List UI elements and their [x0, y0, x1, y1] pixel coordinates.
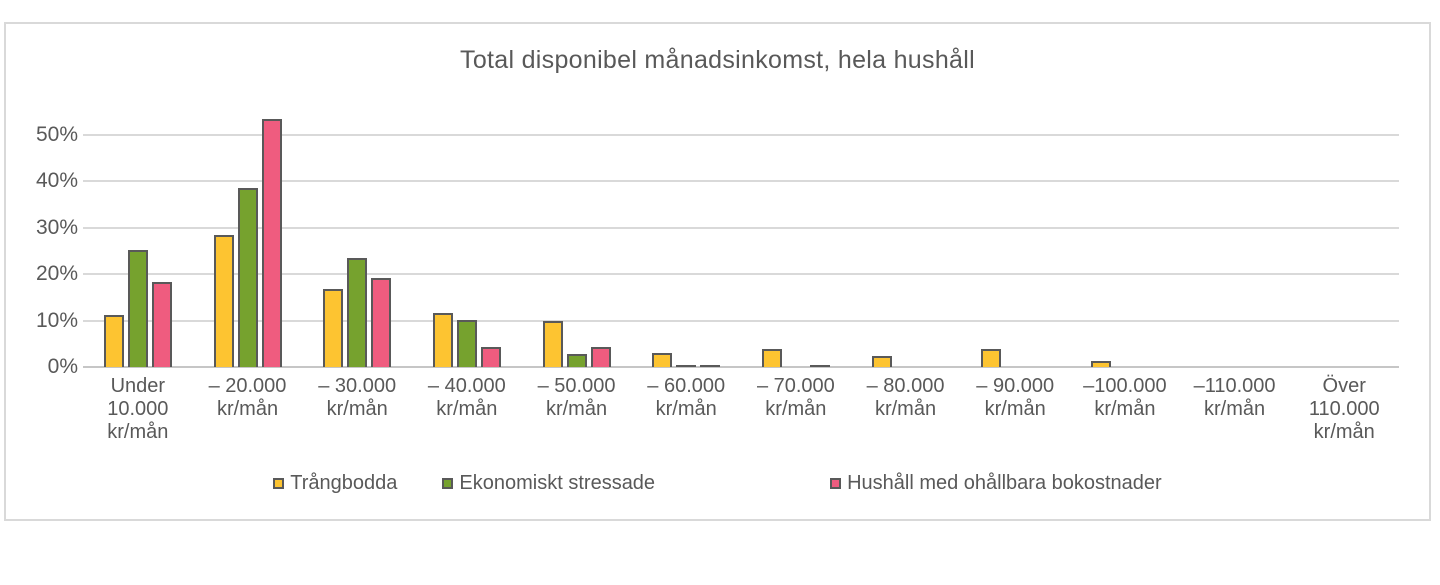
bar-series2-cat5: [700, 365, 721, 367]
bar-series1-cat2: [347, 258, 368, 367]
y-tick-label-40: 40%: [35, 169, 78, 193]
bar-series0-cat2: [323, 289, 344, 367]
y-tick-label-30: 30%: [35, 215, 78, 239]
x-axis-label-5: – 60.000 kr/mån: [647, 375, 726, 420]
bar-group-0: [83, 135, 193, 367]
y-tick-label-0: 0%: [47, 355, 78, 378]
bar-series0-cat1: [213, 235, 234, 367]
bar-group-2: [302, 135, 412, 367]
legend-label: Trångbodda: [290, 472, 398, 494]
chart-title: Total disponibel månadsinkomst, hela hus…: [460, 46, 975, 74]
y-tick-label-50: 50%: [35, 123, 78, 146]
bar-series0-cat0: [103, 315, 124, 367]
x-axis-labels: Under 10.000 kr/mån – 20.000 kr/mån – 30.000 k…: [83, 375, 1399, 444]
bar-group-6: [741, 135, 851, 367]
legend-item-2: Hushåll med ohållbara bokostnader: [830, 472, 1162, 495]
bar-series0-cat7: [871, 356, 892, 367]
legend: Trångbodda Ekonomiskt stressade Hushåll me…: [6, 472, 1429, 495]
bar-group-7: [851, 135, 961, 367]
x-axis-label-10: –110.000 kr/mån: [1193, 375, 1276, 420]
x-axis-line: [83, 366, 1399, 368]
x-axis-label-9: –100.000 kr/mån: [1083, 375, 1167, 420]
bar-series1-cat4: [566, 354, 587, 367]
bar-group-5: [631, 135, 741, 367]
legend-label: Ekonomiskt stressade: [459, 472, 656, 494]
bar-series0-cat8: [981, 349, 1002, 367]
bar-series2-cat4: [590, 347, 611, 367]
x-axis-label-7: – 80.000 kr/mån: [866, 375, 945, 420]
bar-group-1: [193, 119, 303, 367]
bar-series0-cat6: [761, 349, 782, 367]
x-axis-label-2: – 30.000 kr/mån: [318, 375, 397, 420]
y-tick-label-10: 10%: [35, 308, 78, 332]
x-axis-label-11: Över 110.000 kr/mån: [1308, 375, 1380, 443]
legend-item-1: Ekonomiskt stressade: [442, 472, 655, 495]
legend-item-0: Trångbodda: [273, 472, 397, 495]
bar-series2-cat3: [480, 347, 501, 367]
bar-group-3: [412, 135, 522, 367]
y-tick-label-20: 20%: [35, 262, 78, 286]
gridline-50: [83, 134, 1399, 136]
x-axis-label-3: – 40.000 kr/mån: [427, 375, 506, 420]
bar-series2-cat2: [371, 278, 392, 367]
bar-group-11: [1289, 135, 1399, 367]
bar-series1-cat1: [237, 188, 258, 367]
gridline-30: [83, 226, 1399, 229]
bar-series2-cat0: [151, 282, 172, 367]
bar-series2-cat6: [809, 365, 830, 367]
x-axis-label-0: Under 10.000 kr/mån: [107, 375, 169, 443]
bar-group-8: [960, 135, 1070, 367]
bars-row: [83, 119, 1399, 367]
chart-frame: Total disponibel månadsinkomst, hela hus…: [4, 22, 1431, 521]
bar-series0-cat5: [652, 353, 673, 367]
bar-series1-cat3: [456, 320, 477, 367]
x-axis-label-6: – 70.000 kr/mån: [756, 375, 835, 420]
bar-series1-cat0: [127, 250, 148, 367]
legend-swatch-icon: [273, 478, 285, 489]
bar-series0-cat9: [1090, 361, 1111, 367]
x-axis-label-1: – 20.000 kr/mån: [208, 375, 287, 420]
bar-series0-cat3: [432, 313, 453, 367]
bar-series0-cat4: [542, 321, 563, 367]
x-axis-label-8: – 90.000 kr/mån: [976, 375, 1055, 420]
bar-group-9: [1070, 135, 1180, 367]
bar-series1-cat5: [676, 365, 697, 367]
plot-area: [83, 119, 1399, 368]
gridline-10: [83, 319, 1399, 322]
legend-label: Hushåll med ohållbara bokostnader: [847, 472, 1162, 494]
legend-swatch-icon: [442, 478, 454, 489]
gridline-20: [83, 273, 1399, 276]
x-axis-label-4: – 50.000 kr/mån: [537, 375, 616, 420]
bar-series2-cat1: [261, 119, 282, 367]
bar-group-4: [522, 135, 632, 367]
gridline-40: [83, 180, 1399, 183]
legend-swatch-icon: [830, 478, 842, 489]
bar-group-10: [1180, 135, 1290, 367]
